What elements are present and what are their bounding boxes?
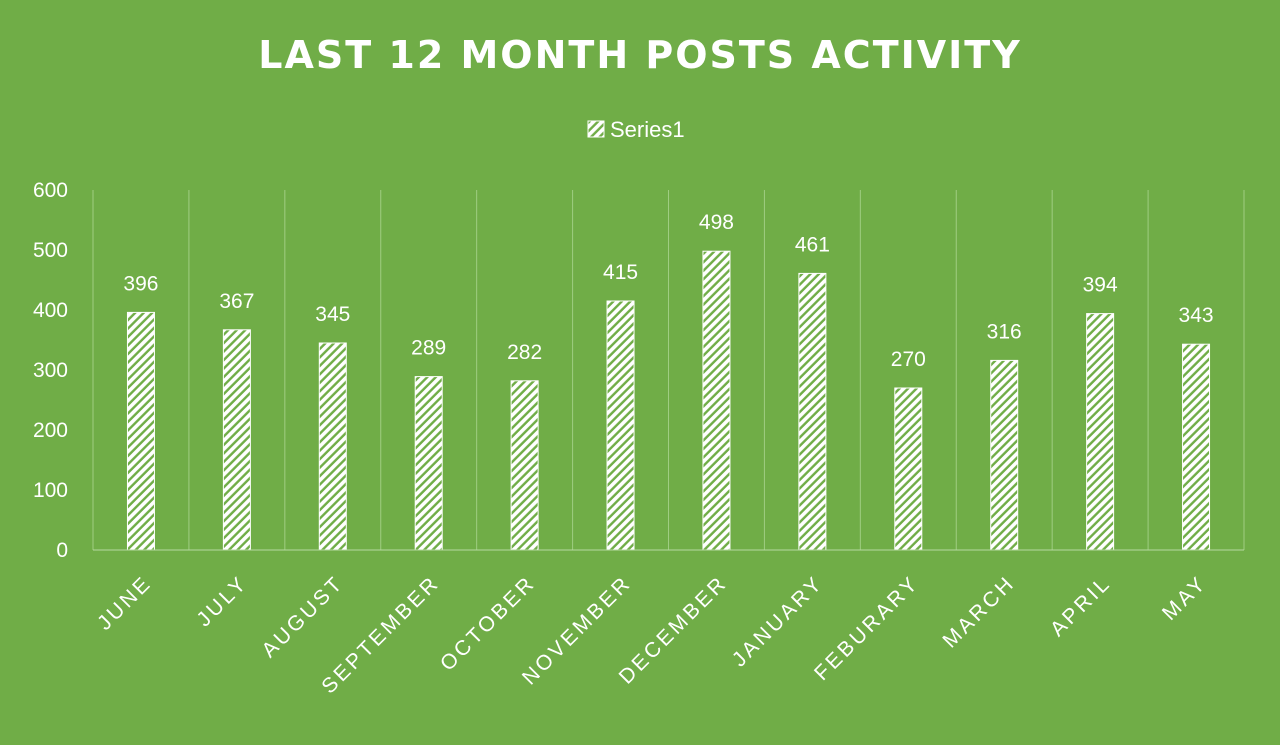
y-tick-label: 0 (56, 539, 68, 562)
bar (894, 387, 923, 551)
data-label: 367 (219, 290, 254, 313)
x-tick-label: JULY (192, 571, 252, 631)
legend: Series1 (587, 117, 685, 142)
data-label: 415 (603, 261, 638, 284)
legend-swatch (587, 120, 605, 138)
data-label: 343 (1179, 304, 1214, 327)
data-label: 461 (795, 233, 830, 256)
data-label: 345 (315, 303, 350, 326)
bar (318, 342, 347, 551)
y-tick-label: 300 (33, 359, 68, 382)
data-label: 394 (1083, 274, 1118, 297)
y-tick-label: 200 (33, 419, 68, 442)
bar (414, 376, 443, 551)
bar (222, 329, 251, 551)
x-tick-label: JUNE (93, 571, 157, 635)
data-label: 316 (987, 320, 1022, 343)
y-tick-label: 100 (33, 479, 68, 502)
x-tick-label: AUGUST (257, 571, 348, 662)
bar (702, 250, 731, 551)
bar (798, 272, 827, 551)
data-label: 270 (891, 348, 926, 371)
data-label: 498 (699, 211, 734, 234)
bar (1182, 343, 1211, 551)
bar (510, 380, 539, 551)
x-tick-label: OCTOBER (436, 571, 540, 675)
bar (1086, 313, 1115, 551)
data-label: 289 (411, 337, 446, 360)
bars (126, 250, 1211, 551)
y-axis-ticks: 0 100 200 300 400 500 600 (33, 179, 68, 562)
x-tick-label: MAY (1158, 571, 1212, 625)
x-tick-label: MARCH (938, 571, 1019, 652)
x-tick-label: APRIL (1046, 571, 1116, 641)
bar (606, 300, 635, 551)
y-tick-label: 600 (33, 179, 68, 202)
bar (126, 311, 155, 551)
bar (990, 359, 1019, 551)
data-label: 396 (123, 272, 158, 295)
grid (92, 190, 1245, 550)
data-labels: 396 367 345 289 282 415 498 461 270 316 394 343 (123, 211, 1213, 371)
data-label: 282 (507, 341, 542, 364)
y-tick-label: 400 (33, 299, 68, 322)
y-tick-label: 500 (33, 239, 68, 262)
x-tick-label: JANUARY (728, 571, 828, 671)
legend-entry: Series1 (610, 117, 685, 142)
chart-title: LAST 12 MONTH POSTS ACTIVITY (258, 33, 1022, 77)
x-axis-categories: JUNE JULY AUGUSTSEPTEMBEROCTOBERNOVEMBERDE… (93, 571, 1212, 698)
